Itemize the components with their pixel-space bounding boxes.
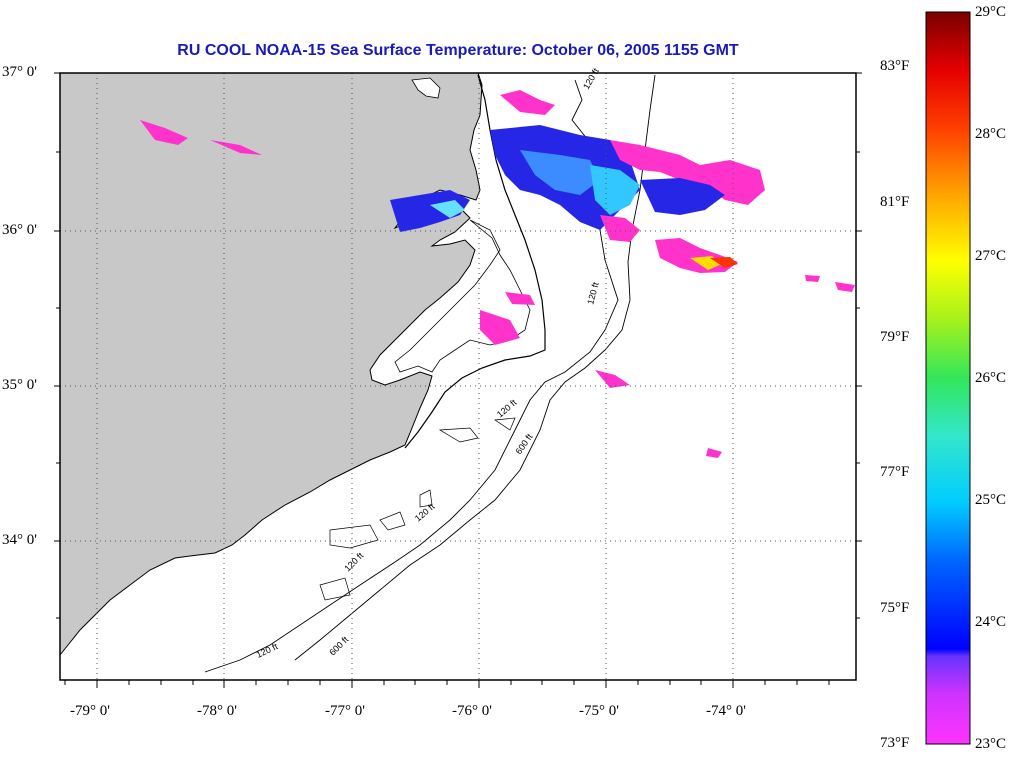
cb-c-26: 26°C [975,370,1007,386]
land-mass [59,72,483,657]
lat-label-36: 36° 0' [2,222,37,238]
cb-f-73: 73°F [880,735,910,751]
sst-data [140,90,855,458]
lon-label-75: -75° 0' [579,703,619,719]
cb-c-24: 24°C [975,614,1007,630]
lon-label-76: -76° 0' [452,703,492,719]
cb-f-79: 79°F [880,329,910,345]
colorbar [925,11,971,745]
map-title: RU COOL NOAA-15 Sea Surface Temperature:… [177,42,739,59]
cb-f-77: 77°F [880,464,910,480]
lat-label-37: 37° 0' [2,64,37,80]
lon-label-79: -79° 0' [70,703,110,719]
cb-c-23: 23°C [975,736,1007,752]
lon-label-74: -74° 0' [706,703,746,719]
cb-c-28: 28°C [975,126,1007,142]
cb-c-29: 29°C [975,4,1007,20]
cb-f-83: 83°F [880,58,910,74]
cb-f-75: 75°F [880,600,910,616]
lon-label-78: -78° 0' [197,703,237,719]
lat-label-34: 34° 0' [2,532,37,548]
cb-c-27: 27°C [975,248,1007,264]
cb-c-25: 25°C [975,492,1007,508]
graticule [60,73,856,680]
lon-label-77: -77° 0' [325,703,365,719]
cb-f-81: 81°F [880,194,910,210]
lat-label-35: 35° 0' [2,377,37,393]
